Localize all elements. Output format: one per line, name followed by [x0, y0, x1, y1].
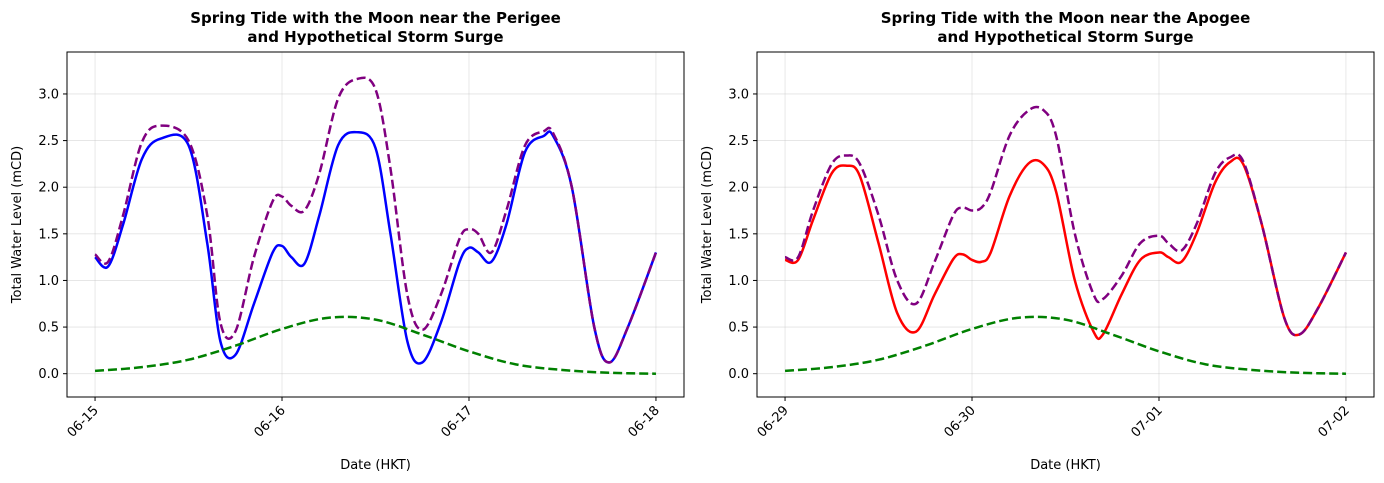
y-tick-label: 1.0 — [38, 274, 59, 289]
series-group — [784, 105, 1348, 375]
chart-title: Spring Tide with the Moon near the Apoge… — [881, 9, 1251, 46]
chart-panel-2: Spring Tide with the Moon near the Apoge… — [700, 9, 1375, 473]
series-line-1 — [784, 156, 1348, 341]
y-tick-label: 0.0 — [38, 367, 59, 382]
y-tick-label: 2.5 — [728, 134, 749, 149]
chart-title-line: and Hypothetical Storm Surge — [247, 28, 503, 46]
chart-title-line: Spring Tide with the Moon near the Apoge… — [881, 9, 1251, 27]
x-tick-label: 06-17 — [438, 403, 475, 440]
series-line-3 — [94, 315, 656, 375]
y-tick-label: 1.0 — [728, 274, 749, 289]
x-tick-label: 06-29 — [755, 403, 792, 440]
y-tick-label: 1.5 — [728, 227, 749, 242]
series-line-2 — [784, 105, 1348, 337]
y-axis-label: Total Water Level (mCD) — [10, 146, 25, 304]
y-tick-label: 1.5 — [38, 227, 59, 242]
y-tick-label: 2.5 — [38, 134, 59, 149]
y-tick-label: 2.0 — [728, 181, 749, 196]
y-tick-label: 3.0 — [728, 87, 749, 102]
x-tick-label: 06-16 — [252, 403, 289, 440]
series-line-3 — [784, 315, 1346, 375]
x-tick-label: 07-01 — [1128, 403, 1165, 440]
y-tick-label: 2.0 — [38, 181, 59, 196]
x-tick-label: 06-18 — [625, 403, 662, 440]
x-tick-label: 07-02 — [1315, 403, 1352, 440]
y-tick-label: 0.0 — [728, 367, 749, 382]
y-tick-label: 0.5 — [38, 321, 59, 336]
chart-title-line: Spring Tide with the Moon near the Perig… — [190, 9, 561, 27]
chart-title: Spring Tide with the Moon near the Perig… — [190, 9, 561, 46]
chart-title-line: and Hypothetical Storm Surge — [937, 28, 1193, 46]
plot-frame — [756, 51, 1375, 398]
x-axis-label: Date (HKT) — [340, 458, 411, 473]
y-axis-label: Total Water Level (mCD) — [700, 146, 715, 304]
plot-frame — [66, 51, 685, 398]
y-tick-label: 3.0 — [38, 87, 59, 102]
y-tick-label: 0.5 — [728, 321, 749, 336]
x-tick-label: 06-30 — [942, 403, 979, 440]
chart-panel-1: Spring Tide with the Moon near the Perig… — [10, 9, 685, 473]
series-line-1 — [94, 130, 658, 365]
series-line-2 — [94, 76, 658, 364]
x-tick-label: 06-15 — [65, 403, 102, 440]
series-group — [94, 76, 658, 375]
x-axis-label: Date (HKT) — [1030, 458, 1101, 473]
